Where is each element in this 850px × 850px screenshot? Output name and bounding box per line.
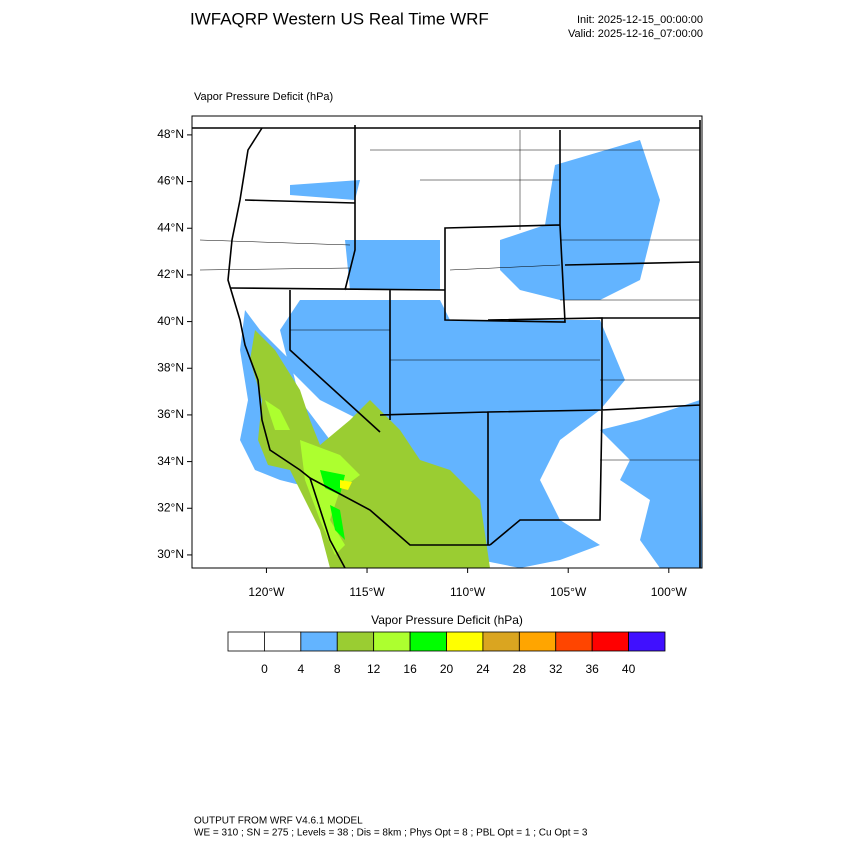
- y-tick-label: 46°N: [157, 174, 184, 188]
- colorbar-box: [336, 631, 375, 652]
- colorbar-box: [446, 631, 484, 652]
- y-tick-label: 30°N: [157, 547, 184, 561]
- valid-time: Valid: 2025-12-16_07:00:00: [568, 28, 703, 40]
- footer-line: WE = 310 ; SN = 275 ; Levels = 38 ; Dis …: [194, 828, 588, 839]
- colorbar-box: [373, 631, 411, 652]
- colorbar-label: 8: [334, 662, 341, 676]
- footer-line: OUTPUT FROM WRF V4.6.1 MODEL: [194, 816, 363, 827]
- colorbar-label: 32: [549, 662, 563, 676]
- colorbar-box: [264, 631, 302, 652]
- colorbar-box: [227, 631, 265, 652]
- y-tick-label: 44°N: [157, 220, 184, 234]
- coastline: [227, 127, 346, 568]
- colorbar-label: 20: [440, 662, 454, 676]
- init-time: Init: 2025-12-15_00:00:00: [577, 14, 703, 26]
- colorbar-label: 4: [297, 662, 304, 676]
- colorbar-label: 40: [622, 662, 636, 676]
- colorbar-label: 16: [403, 662, 417, 676]
- colorbar-label: 12: [367, 662, 381, 676]
- colorbar-box: [555, 631, 593, 652]
- x-tick-label: 115°W: [349, 585, 385, 599]
- county-lines: [199, 130, 700, 461]
- colorbar-box: [482, 631, 520, 652]
- vpd-mid-field: [250, 330, 490, 568]
- colorbar-label: 0: [261, 662, 268, 676]
- y-tick-label: 48°N: [157, 127, 184, 141]
- state-borders: [192, 120, 701, 568]
- x-tick-label: 100°W: [651, 585, 688, 599]
- y-tick-label: 40°N: [157, 314, 184, 328]
- title: IWFAQRP Western US Real Time WRF: [190, 9, 489, 28]
- vpd-high-field: [265, 400, 360, 555]
- map-subtitle: Vapor Pressure Deficit (hPa): [194, 91, 333, 103]
- x-tick-label: 105°W: [550, 585, 587, 599]
- colorbar-box: [300, 631, 338, 652]
- y-tick-label: 42°N: [157, 267, 184, 281]
- colorbar-label: 24: [476, 662, 490, 676]
- colorbar-title: Vapor Pressure Deficit (hPa): [371, 613, 523, 627]
- x-tick-label: 110°W: [450, 585, 486, 599]
- y-tick-label: 32°N: [157, 500, 184, 514]
- colorbar-label: 28: [513, 662, 527, 676]
- colorbar: Vapor Pressure Deficit (hPa) 0 4 8 12 16 20 24…: [227, 613, 666, 676]
- map-fields: [192, 120, 702, 568]
- map-frame: [191, 115, 703, 569]
- y-tick-label: 34°N: [157, 454, 184, 468]
- vpd-top-field: [340, 480, 352, 490]
- x-tick-label: 120°W: [248, 585, 285, 599]
- colorbar-box: [591, 631, 629, 652]
- colorbar-label: 36: [585, 662, 599, 676]
- colorbar-box: [518, 631, 557, 652]
- y-tick-label: 38°N: [157, 360, 184, 374]
- y-tick-label: 36°N: [157, 407, 184, 421]
- colorbar-box: [628, 631, 666, 652]
- map: 30°N 32°N 34°N 36°N 38°N 40°N 42°N 44°N 46°N 48°N…: [157, 115, 703, 599]
- colorbar-box: [409, 631, 447, 652]
